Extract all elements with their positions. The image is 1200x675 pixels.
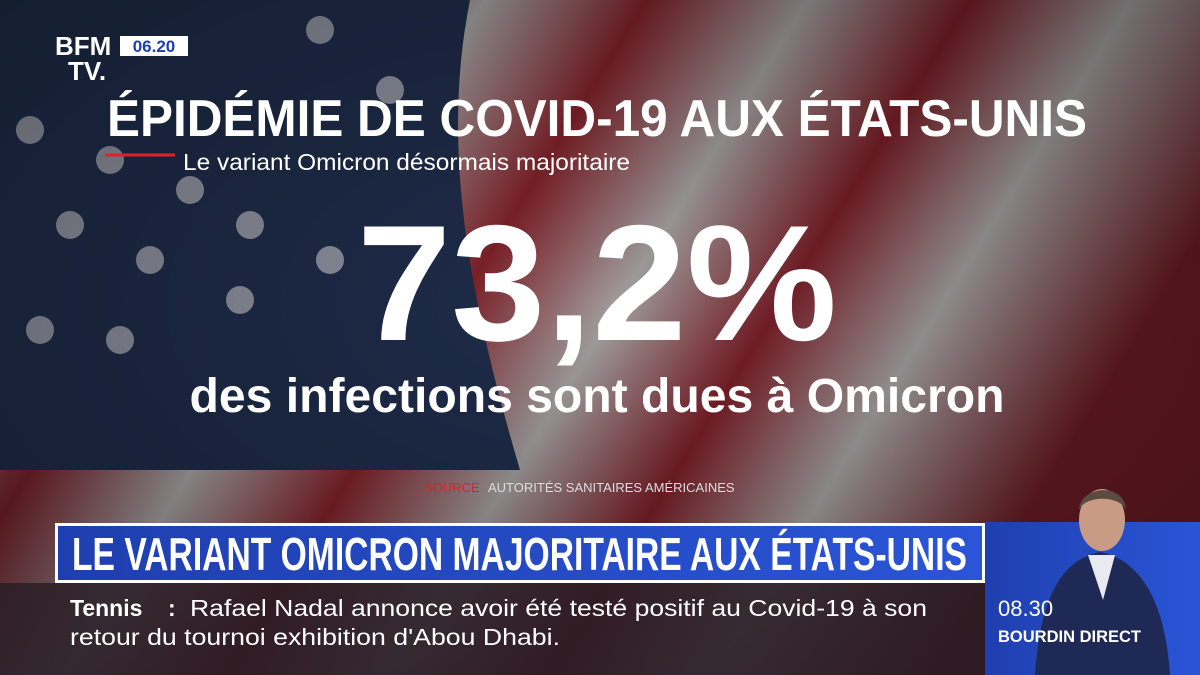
ticker-bg [0,583,985,675]
presenter [1035,489,1170,675]
banner [58,526,982,580]
ticker-separator: : [168,595,176,621]
show-name: BOURDIN DIRECT [998,627,1142,646]
clock-box [120,36,188,56]
ticker-label: Tennis [70,595,142,621]
clock: 06.20 [133,37,176,56]
logo-text: BFM [55,31,111,61]
graphic-title: ÉPIDÉMIE DE COVID-19 AUX ÉTATS-UNIS [107,90,1087,148]
source-text: AUTORITÉS SANITAIRES AMÉRICAINES [488,480,735,495]
logo-text: TV. [68,56,106,86]
show-time: 08.30 [998,596,1053,621]
figure-caption: des infections sont dues à Omicron [190,370,1005,423]
banner-headline: LE VARIANT OMICRON MAJORITAIRE AUX ÉTATS… [72,528,967,580]
ticker-text: retour du tournoi exhibition d'Abou Dhab… [70,624,560,650]
key-figure: 73,2% [357,191,837,375]
source-label: SOURCE [424,480,480,495]
graphic-subtitle: Le variant Omicron désormais majoritaire [183,149,630,175]
ticker-text: Rafael Nadal annonce avoir été testé pos… [190,595,927,621]
